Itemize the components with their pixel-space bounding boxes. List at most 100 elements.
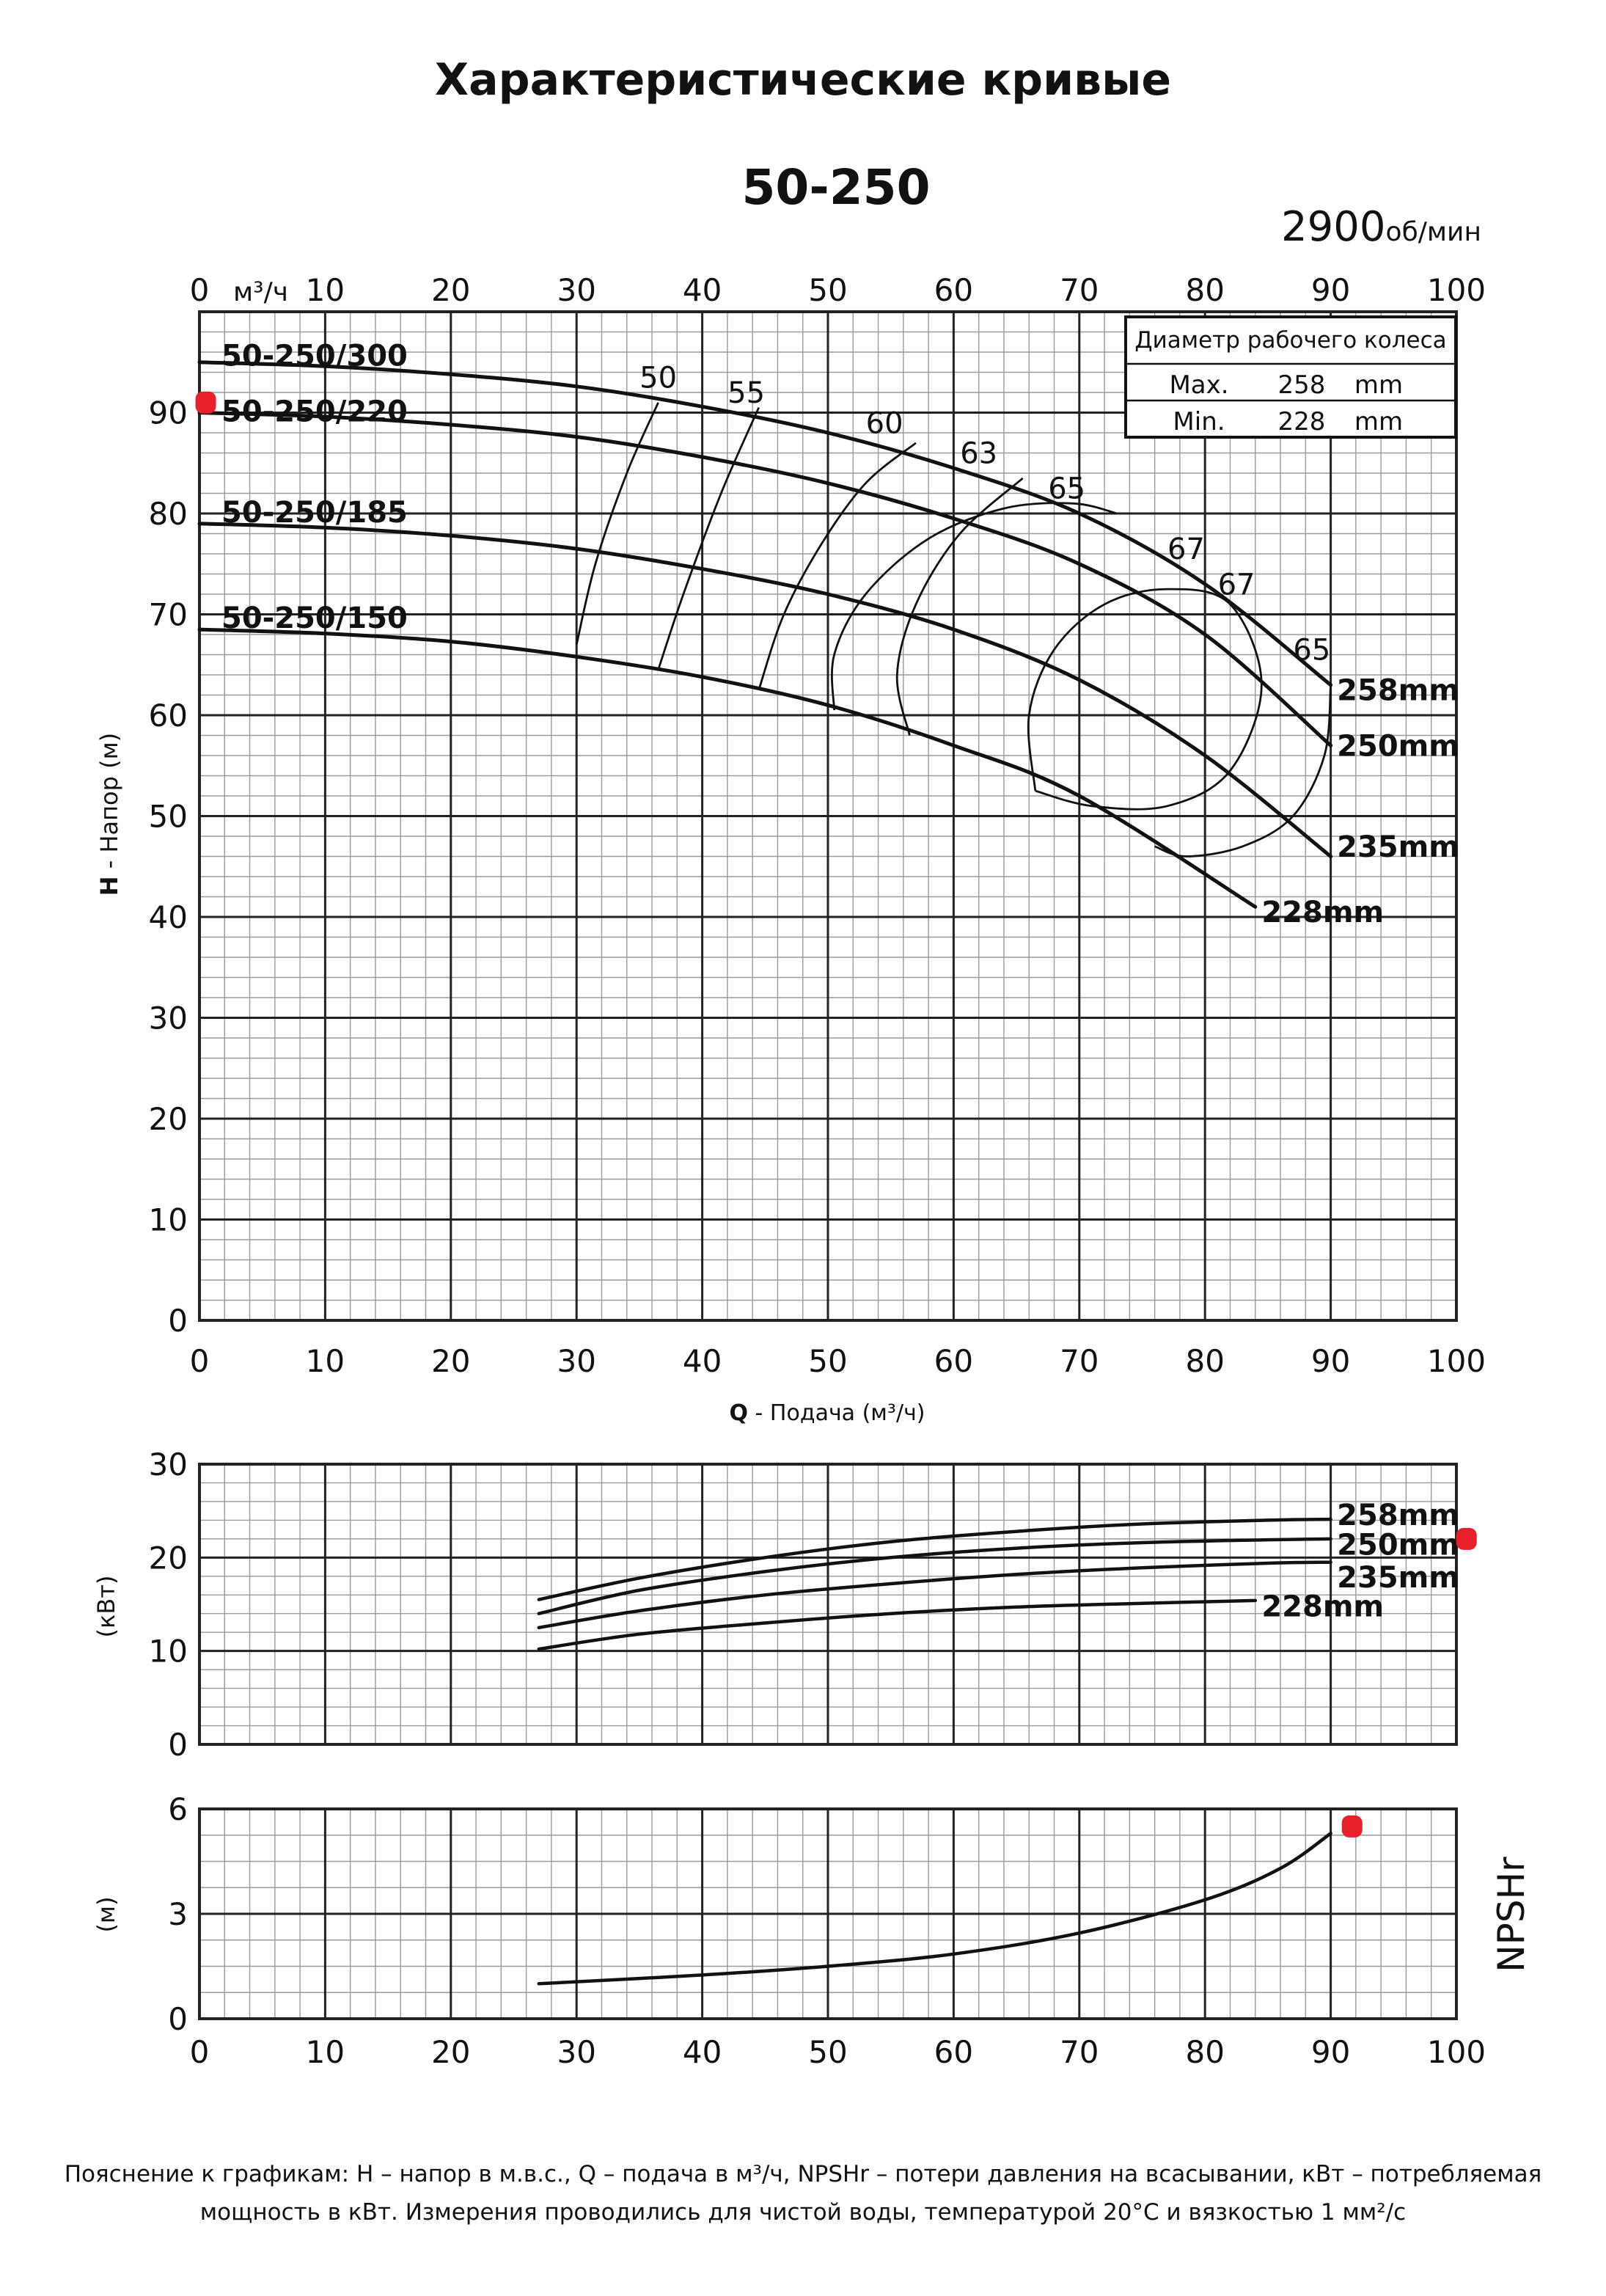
efficiency-contour	[657, 407, 760, 670]
npsh-y-tick-label: 0	[168, 2001, 188, 2037]
grid-head	[198, 310, 1458, 1322]
head-bottom-x-tick-label: 40	[683, 1343, 722, 1379]
power-y-tick-label: 0	[168, 1727, 188, 1763]
red-marker	[1341, 1815, 1363, 1838]
head-top-x-tick-label: 20	[431, 272, 470, 308]
diameter-label: 228mm	[1261, 896, 1384, 929]
power-y-tick-label: 30	[149, 1447, 188, 1482]
y-axis-label-h: H	[95, 876, 123, 896]
efficiency-label: 60	[866, 406, 903, 440]
npsh-y-axis-label: (м)	[92, 1896, 120, 1932]
red-marker	[195, 391, 216, 414]
power-diameter-label: 258mm	[1337, 1499, 1459, 1532]
diameter-label: 258mm	[1337, 674, 1459, 708]
npsh-bottom-x-tick-label: 70	[1060, 2034, 1099, 2070]
series-line-npsh	[537, 1832, 1332, 1986]
page-title: Характеристические кривые	[434, 54, 1172, 106]
model-label: 50-250/150	[221, 602, 408, 635]
npsh-y-tick-label: 3	[168, 1896, 188, 1932]
power-diameter-label: 250mm	[1337, 1529, 1459, 1562]
legend-row-unit: mm	[1354, 370, 1403, 400]
plot-frame-head	[198, 310, 1458, 1322]
efficiency-label: 63	[960, 437, 997, 471]
npsh-bottom-x-tick-label: 80	[1185, 2034, 1224, 2070]
model-label: 50-250/220	[221, 395, 408, 428]
head-y-tick-label: 60	[149, 698, 188, 734]
series-line-power	[537, 1517, 1332, 1601]
speed-value: 2900	[1281, 203, 1386, 251]
head-bottom-x-tick-label: 50	[808, 1343, 847, 1379]
head-y-tick-label: 40	[149, 899, 188, 935]
series-line-head	[197, 522, 1333, 858]
efficiency-contour	[895, 477, 1024, 736]
head-top-x-tick-label: 50	[808, 272, 847, 308]
npsh-bottom-x-tick-label: 10	[306, 2034, 345, 2070]
efficiency-label: 55	[727, 376, 765, 410]
legend-row-label: Min.	[1173, 407, 1225, 436]
npsh-bottom-x-tick-label: 90	[1311, 2034, 1350, 2070]
legend-row-label: Max.	[1169, 370, 1228, 400]
diameter-label: 235mm	[1337, 830, 1459, 864]
footnote-line-2: мощность в кВт. Измерения проводились дл…	[199, 2199, 1407, 2226]
head-top-x-tick-label: 90	[1311, 272, 1350, 308]
efficiency-label: 67	[1218, 568, 1255, 602]
head-top-x-tick-label: 30	[557, 272, 595, 308]
head-bottom-x-tick-label: 90	[1311, 1343, 1350, 1379]
power-y-tick-label: 20	[149, 1540, 188, 1576]
model-label: 50-250/185	[221, 496, 408, 530]
series-line-head	[197, 627, 1258, 909]
npsh-bottom-x-tick-label: 40	[683, 2034, 722, 2070]
npsh-bottom-x-tick-label: 20	[431, 2034, 470, 2070]
power-y-axis-label: (кВт)	[92, 1576, 120, 1638]
power-diameter-label: 228mm	[1261, 1590, 1384, 1624]
model-label: 50-250/300	[221, 340, 408, 373]
grid-layer	[198, 310, 1458, 2020]
efficiency-label: 50	[639, 361, 677, 395]
head-top-x-tick-label: 70	[1060, 272, 1099, 308]
head-y-tick-label: 10	[149, 1202, 188, 1238]
series-line-head	[197, 360, 1333, 687]
plot-frame-power	[198, 1463, 1458, 1746]
top-axis-unit: м³/ч	[233, 277, 288, 307]
speed-unit: об/мин	[1386, 217, 1481, 247]
series-line-power	[537, 1537, 1332, 1615]
npsh-bottom-x-tick-label: 0	[190, 2034, 210, 2070]
diameter-label: 250mm	[1337, 729, 1459, 763]
head-top-x-tick-label: 80	[1185, 272, 1224, 308]
efficiency-label: 65	[1048, 472, 1085, 506]
legend-row-value: 228	[1278, 407, 1326, 436]
legend-row-unit: mm	[1354, 407, 1403, 436]
series-line-head	[197, 411, 1333, 747]
efficiency-contour	[831, 502, 1118, 711]
npsh-bottom-x-tick-label: 60	[934, 2034, 973, 2070]
head-bottom-x-tick-label: 60	[934, 1343, 973, 1379]
npsh-bottom-x-tick-label: 100	[1427, 2034, 1486, 2070]
npsh-y-tick-label: 6	[168, 1791, 188, 1827]
efficiency-contour	[758, 442, 917, 691]
head-y-tick-label: 70	[149, 597, 188, 633]
head-bottom-x-tick-label: 70	[1060, 1343, 1099, 1379]
npsh-bottom-x-tick-label: 50	[808, 2034, 847, 2070]
power-diameter-label: 235mm	[1337, 1561, 1459, 1595]
head-top-x-tick-label: 40	[683, 272, 722, 308]
head-bottom-x-tick-label: 10	[306, 1343, 345, 1379]
y-axis-label: H - Напор (м)	[95, 733, 123, 896]
plot-frame-npsh	[198, 1807, 1458, 2020]
head-top-x-tick-label: 100	[1427, 272, 1486, 308]
efficiency-label: 65	[1293, 634, 1330, 668]
marker-layer	[195, 391, 1477, 1838]
chart-title: 50-250	[741, 159, 930, 216]
head-y-tick-label: 20	[149, 1101, 188, 1137]
x-axis-label: Q - Подача (м³/ч)	[730, 1400, 925, 1426]
legend-row-value: 258	[1278, 370, 1326, 400]
head-bottom-x-tick-label: 20	[431, 1343, 470, 1379]
head-top-x-tick-label: 0	[190, 272, 210, 308]
head-bottom-x-tick-label: 0	[190, 1343, 210, 1379]
efficiency-contour	[1154, 684, 1332, 858]
head-y-tick-label: 50	[149, 799, 188, 835]
red-marker	[1456, 1527, 1477, 1550]
head-y-tick-label: 30	[149, 1001, 188, 1037]
head-y-tick-label: 90	[149, 395, 188, 431]
